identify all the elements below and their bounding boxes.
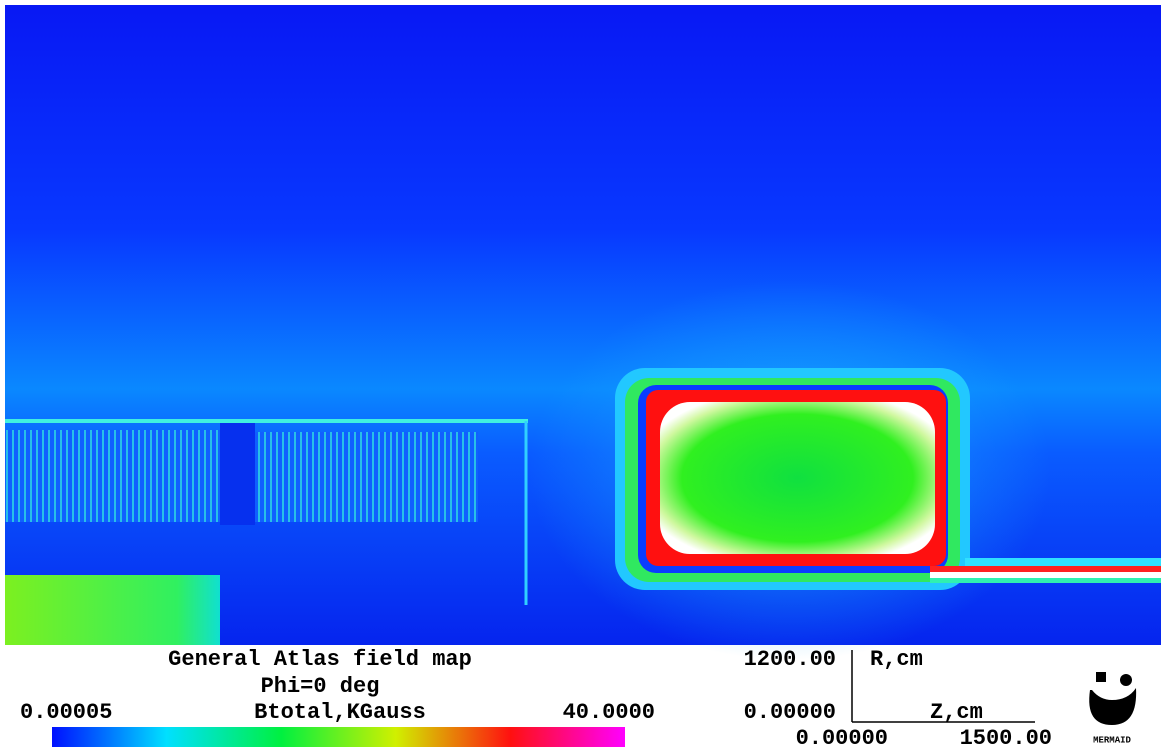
r-max: 1200.00	[744, 647, 836, 672]
z-label: Z,cm	[930, 700, 983, 725]
logo-text: MERMAID	[1093, 735, 1131, 745]
z-min: 0.00000	[796, 726, 888, 751]
subtitle: Phi=0 deg	[261, 674, 380, 699]
colorbar-max: 40.0000	[563, 700, 655, 725]
colorbar	[52, 727, 625, 747]
colorbar-min: 0.00005	[20, 700, 112, 725]
logo: MERMAID	[1089, 672, 1136, 745]
colorbar-quantity: Btotal,KGauss	[254, 700, 426, 725]
field-map	[5, 5, 1161, 660]
r-min: 0.00000	[744, 700, 836, 725]
title: General Atlas field map	[168, 647, 472, 672]
r-label: R,cm	[870, 647, 923, 672]
z-max: 1500.00	[960, 726, 1052, 751]
field-map-page: General Atlas field map Phi=0 deg 0.0000…	[0, 0, 1161, 751]
